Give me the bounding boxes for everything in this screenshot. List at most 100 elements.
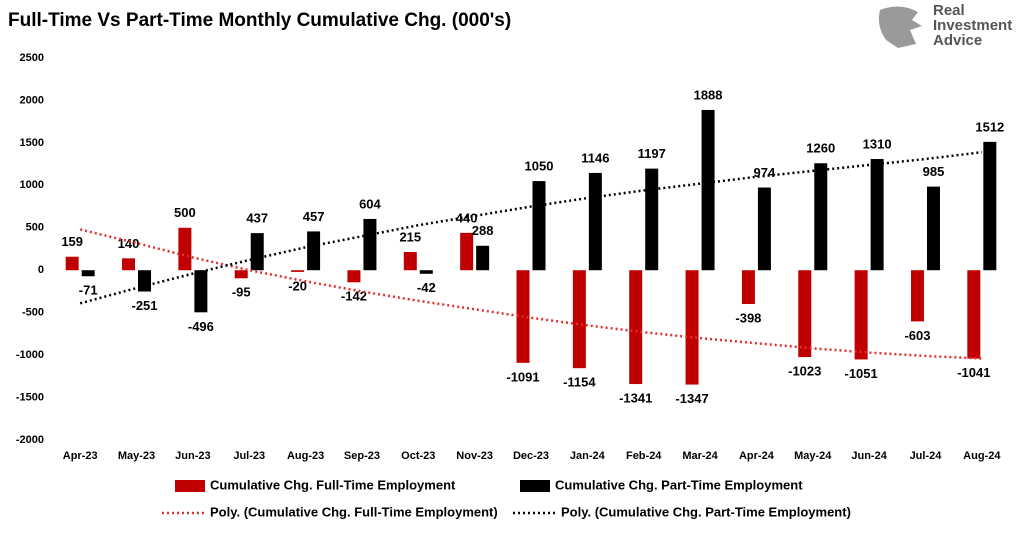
- x-tick-label: Mar-24: [682, 450, 718, 462]
- y-tick-label: -500: [22, 307, 44, 319]
- data-label: 159: [61, 234, 83, 249]
- bar: [910, 270, 924, 322]
- bar: [572, 270, 586, 369]
- x-tick-label: Apr-23: [63, 450, 98, 462]
- x-tick-label: Jun-23: [175, 450, 210, 462]
- y-tick-label: -1500: [16, 391, 44, 403]
- legend-label: Poly. (Cumulative Chg. Full-Time Employm…: [210, 504, 498, 519]
- data-label: -1154: [563, 375, 596, 390]
- x-tick-label: Jun-24: [851, 450, 887, 462]
- bar: [798, 270, 812, 358]
- x-tick-label: Jan-24: [570, 450, 606, 462]
- bar: [685, 270, 699, 385]
- data-label: -1023: [788, 364, 821, 379]
- bar: [983, 141, 997, 271]
- data-label: 1888: [694, 87, 723, 102]
- x-tick-label: Dec-23: [513, 450, 549, 462]
- bar: [701, 109, 715, 271]
- data-label: -142: [341, 289, 367, 304]
- y-tick-label: 0: [38, 264, 44, 276]
- x-tick-label: May-23: [118, 450, 155, 462]
- bar: [403, 251, 417, 271]
- data-label: 985: [923, 164, 945, 179]
- x-tick-label: Feb-24: [626, 450, 662, 462]
- bar: [138, 270, 152, 292]
- bar: [926, 186, 940, 271]
- legend-label: Poly. (Cumulative Chg. Part-Time Employm…: [561, 504, 851, 519]
- bar: [757, 187, 771, 271]
- data-label: 500: [174, 205, 196, 220]
- data-label: 457: [303, 209, 325, 224]
- x-tick-label: Sep-23: [344, 450, 380, 462]
- data-label: -1347: [675, 391, 708, 406]
- bar: [194, 270, 208, 313]
- bar: [460, 232, 474, 271]
- y-tick-label: 2500: [20, 52, 44, 64]
- bar: [967, 270, 981, 359]
- bar: [250, 233, 264, 271]
- bar: [741, 270, 755, 305]
- data-label: 1146: [581, 150, 609, 165]
- data-label: 140: [118, 236, 140, 251]
- data-label: 604: [359, 196, 381, 211]
- data-label: -71: [79, 283, 98, 298]
- data-label: -1091: [506, 369, 539, 384]
- bar: [854, 270, 868, 360]
- x-tick-label: Jul-23: [233, 450, 265, 462]
- bar: [307, 231, 321, 271]
- bar: [234, 270, 248, 279]
- y-tick-label: -2000: [16, 434, 44, 446]
- logo-text: Investment: [933, 17, 1012, 34]
- y-tick-label: 1000: [20, 179, 44, 191]
- bar: [291, 270, 305, 272]
- y-tick-label: 500: [26, 222, 44, 234]
- data-label: 1050: [525, 159, 554, 174]
- bar: [65, 256, 79, 271]
- y-tick-label: 2000: [20, 94, 44, 106]
- data-label: 974: [754, 165, 776, 180]
- bar: [363, 218, 377, 271]
- bar: [419, 270, 433, 274]
- logo: Real Investment Advice: [878, 2, 1012, 49]
- bar: [122, 258, 136, 271]
- x-tick-label: Aug-23: [287, 450, 324, 462]
- x-tick-label: Aug-24: [963, 450, 1001, 462]
- legend-swatch: [520, 480, 550, 492]
- data-label: -42: [417, 280, 436, 295]
- x-tick-label: Nov-23: [456, 450, 493, 462]
- y-tick-label: -1000: [16, 349, 44, 361]
- data-label: -1341: [619, 390, 652, 405]
- x-tick-label: Oct-23: [401, 450, 435, 462]
- data-label: -398: [735, 310, 761, 325]
- trend-line: [79, 228, 982, 360]
- bar: [870, 159, 884, 271]
- bar: [629, 270, 643, 385]
- legend-swatch: [175, 480, 205, 492]
- data-label: -603: [904, 328, 930, 343]
- bar: [347, 270, 361, 283]
- data-label: -251: [132, 298, 158, 313]
- trend-line: [79, 150, 982, 305]
- bar: [532, 181, 546, 271]
- x-tick-label: Apr-24: [739, 450, 775, 462]
- legend-label: Cumulative Chg. Full-Time Employment: [210, 477, 456, 492]
- data-label: 1197: [638, 146, 666, 161]
- logo-icon: [878, 6, 922, 49]
- bar: [476, 245, 490, 271]
- x-tick-label: May-24: [794, 450, 832, 462]
- data-label: 437: [246, 211, 268, 226]
- data-label: -95: [232, 285, 251, 300]
- chart-title: Full-Time Vs Part-Time Monthly Cumulativ…: [8, 10, 511, 31]
- bar: [588, 172, 602, 271]
- y-tick-label: 1500: [20, 137, 44, 149]
- bar: [178, 227, 192, 271]
- data-label: 1512: [975, 119, 1004, 134]
- data-label: -20: [288, 278, 307, 293]
- bar: [814, 163, 828, 271]
- bar: [81, 270, 95, 277]
- data-label: -1051: [844, 366, 877, 381]
- data-label: 1310: [863, 136, 892, 151]
- bar: [645, 168, 659, 271]
